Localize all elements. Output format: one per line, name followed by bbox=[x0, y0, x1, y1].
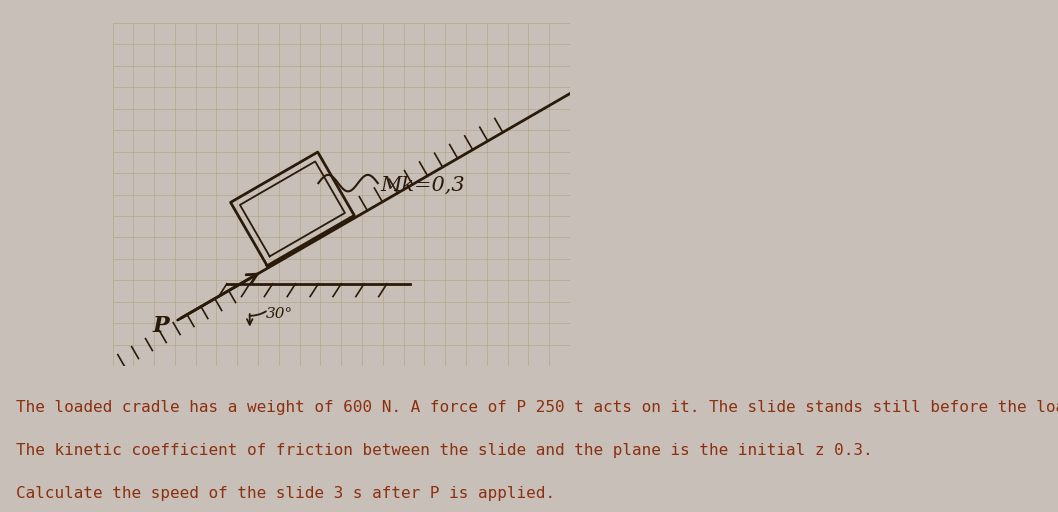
Text: Calculate the speed of the slide 3 s after P is applied.: Calculate the speed of the slide 3 s aft… bbox=[16, 486, 554, 501]
Text: The kinetic coefficient of friction between the slide and the plane is the initi: The kinetic coefficient of friction betw… bbox=[16, 443, 873, 458]
Text: P: P bbox=[152, 315, 169, 337]
Text: Mk=0,3: Mk=0,3 bbox=[380, 176, 464, 195]
Text: 30°: 30° bbox=[266, 307, 293, 321]
Text: The loaded cradle has a weight of 600 N. A force of P 250 t acts on it. The slid: The loaded cradle has a weight of 600 N.… bbox=[16, 400, 1058, 415]
